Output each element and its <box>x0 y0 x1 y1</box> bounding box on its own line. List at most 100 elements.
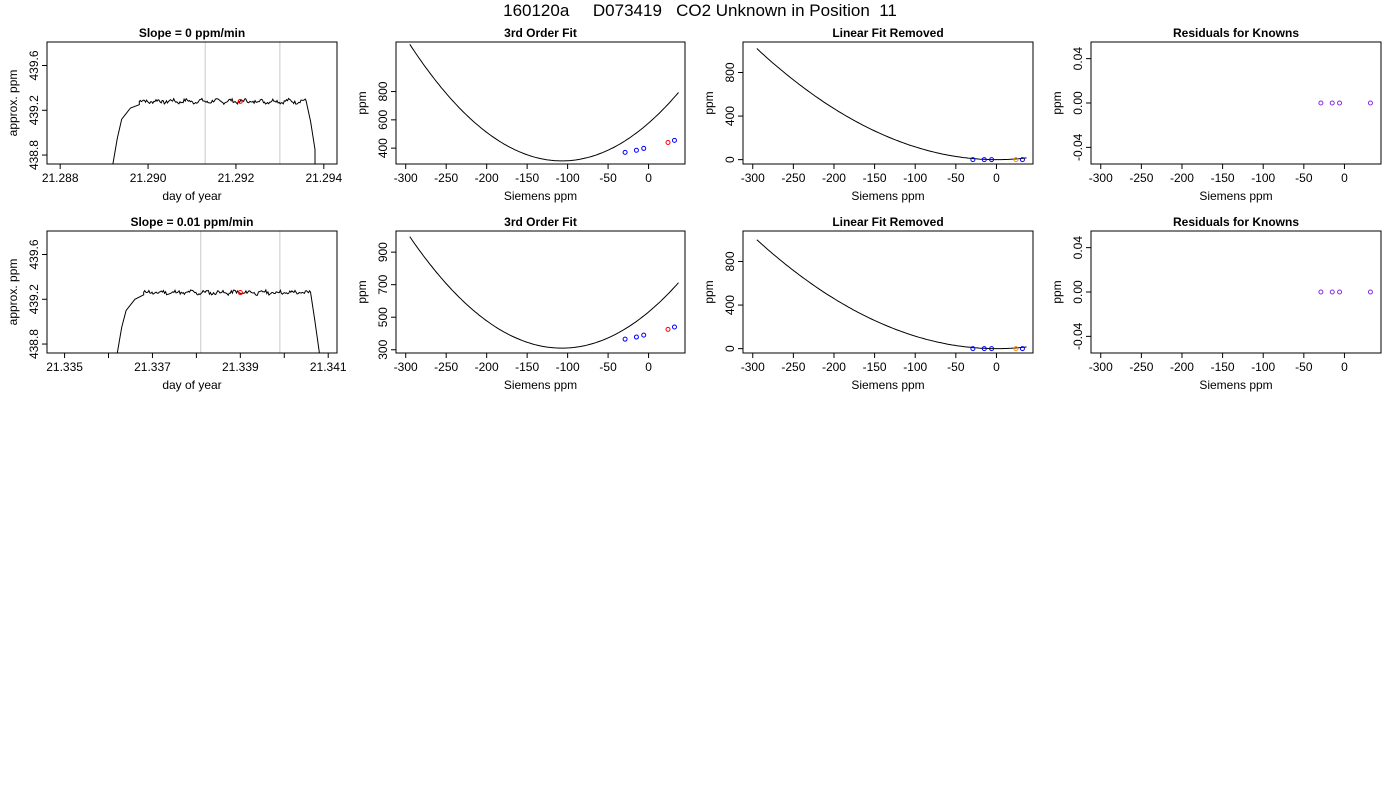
y-tick-label: 0.04 <box>1071 236 1085 260</box>
x-tick-label: -100 <box>903 360 927 374</box>
data-trace <box>116 288 320 353</box>
x-tick-label: 21.290 <box>130 171 167 185</box>
y-axis-label: ppm <box>702 280 716 303</box>
data-point <box>1329 289 1335 295</box>
y-axis-label: approx. ppm <box>6 70 20 137</box>
x-tick-label: 0 <box>993 171 1000 185</box>
y-tick-label: 700 <box>376 274 390 294</box>
x-axis-label: Siemens ppm <box>1199 189 1272 203</box>
data-point <box>989 157 995 163</box>
panel-1-0: Slope = 0.01 ppm/min 21.335 21.337 21.339 21… <box>6 215 347 392</box>
x-tick-label: -300 <box>741 360 765 374</box>
x-tick-label: -150 <box>1211 171 1235 185</box>
x-tick-label: -150 <box>515 171 539 185</box>
x-axis-label: Siemens ppm <box>504 378 577 392</box>
x-tick-label: -100 <box>903 171 927 185</box>
x-tick-label: 0 <box>1341 171 1348 185</box>
x-tick-label: 0 <box>1341 360 1348 374</box>
y-tick-label: 400 <box>723 106 737 126</box>
data-point <box>633 334 639 340</box>
panel-0-1: 3rd Order Fit -300 -250 -200 -150 -100 -50 0 400… <box>355 26 686 203</box>
x-tick-label: -200 <box>822 360 846 374</box>
x-tick-label: -200 <box>822 171 846 185</box>
x-tick-label: -200 <box>1170 360 1194 374</box>
data-point <box>1013 346 1019 352</box>
data-point <box>981 157 987 163</box>
x-tick-label: -150 <box>863 360 887 374</box>
y-tick-label: 800 <box>723 62 737 82</box>
plot-area <box>409 236 679 349</box>
y-axis-label: ppm <box>355 91 369 114</box>
panel-1-3: Residuals for Knowns -300 -250 -200 -150 -100… <box>1050 215 1382 392</box>
y-tick-label: 439.6 <box>27 239 41 269</box>
plot-frame <box>742 41 1034 165</box>
panel-title: Slope = 0.01 ppm/min <box>130 215 253 229</box>
x-tick-label: 21.292 <box>218 171 255 185</box>
y-tick-label: 438.8 <box>27 140 41 170</box>
data-point <box>1019 157 1025 163</box>
data-point <box>970 346 976 352</box>
plot-frame <box>395 230 686 354</box>
panel-title: 3rd Order Fit <box>504 26 577 40</box>
y-tick-label: 0 <box>723 345 737 352</box>
x-axis-label: Siemens ppm <box>851 378 924 392</box>
data-point <box>622 149 628 155</box>
x-tick-label: -100 <box>1251 171 1275 185</box>
data-point <box>671 137 677 143</box>
plot-frame <box>46 41 338 165</box>
data-point <box>1337 100 1343 106</box>
plot-area <box>1318 100 1373 106</box>
x-tick-label: -250 <box>781 171 805 185</box>
y-tick-label: 0.04 <box>1071 47 1085 71</box>
x-tick-label: -200 <box>475 171 499 185</box>
y-tick-label: 800 <box>376 81 390 101</box>
panel-title: Linear Fit Removed <box>832 215 943 229</box>
y-tick-label: 900 <box>376 242 390 262</box>
y-tick-label: 600 <box>376 110 390 130</box>
y-tick-label: -0.04 <box>1071 133 1085 161</box>
y-axis-label: ppm <box>1050 91 1064 114</box>
x-tick-label: -50 <box>599 360 617 374</box>
x-tick-label: -250 <box>781 360 805 374</box>
panel-title: Slope = 0 ppm/min <box>139 26 245 40</box>
x-tick-label: -250 <box>1129 171 1153 185</box>
x-tick-label: -50 <box>947 171 965 185</box>
data-point <box>665 139 671 145</box>
y-tick-label: 439.2 <box>27 284 41 314</box>
x-tick-label: 21.335 <box>46 360 83 374</box>
x-tick-label: 21.341 <box>310 360 347 374</box>
data-point <box>641 332 647 338</box>
figure-title: 160120a D073419 CO2 Unknown in Position … <box>503 1 897 20</box>
data-point <box>1019 346 1025 352</box>
x-tick-label: -100 <box>556 360 580 374</box>
x-tick-label: 21.288 <box>42 171 79 185</box>
data-point <box>970 157 976 163</box>
x-tick-label: -250 <box>1129 360 1153 374</box>
fit-curve <box>409 236 679 349</box>
plot-frame <box>395 41 686 165</box>
plot-area <box>409 44 679 162</box>
data-point <box>641 145 647 151</box>
x-tick-label: 21.339 <box>222 360 259 374</box>
panel-title: Linear Fit Removed <box>832 26 943 40</box>
data-trace <box>112 97 316 164</box>
y-tick-label: 400 <box>723 295 737 315</box>
x-tick-label: -150 <box>515 360 539 374</box>
plot-area <box>756 239 1027 352</box>
data-point <box>981 346 987 352</box>
plot-area <box>112 97 316 164</box>
data-point <box>665 326 671 332</box>
plot-area <box>756 48 1027 163</box>
data-point <box>1367 100 1373 106</box>
y-tick-label: 0.00 <box>1071 91 1085 115</box>
data-point <box>1367 289 1373 295</box>
data-point <box>671 324 677 330</box>
x-tick-label: 21.294 <box>305 171 342 185</box>
x-tick-label: 0 <box>993 360 1000 374</box>
x-axis-label: day of year <box>162 189 221 203</box>
x-tick-label: -300 <box>394 360 418 374</box>
x-axis-label: Siemens ppm <box>504 189 577 203</box>
fit-curve <box>409 44 679 162</box>
y-axis-label: ppm <box>702 91 716 114</box>
